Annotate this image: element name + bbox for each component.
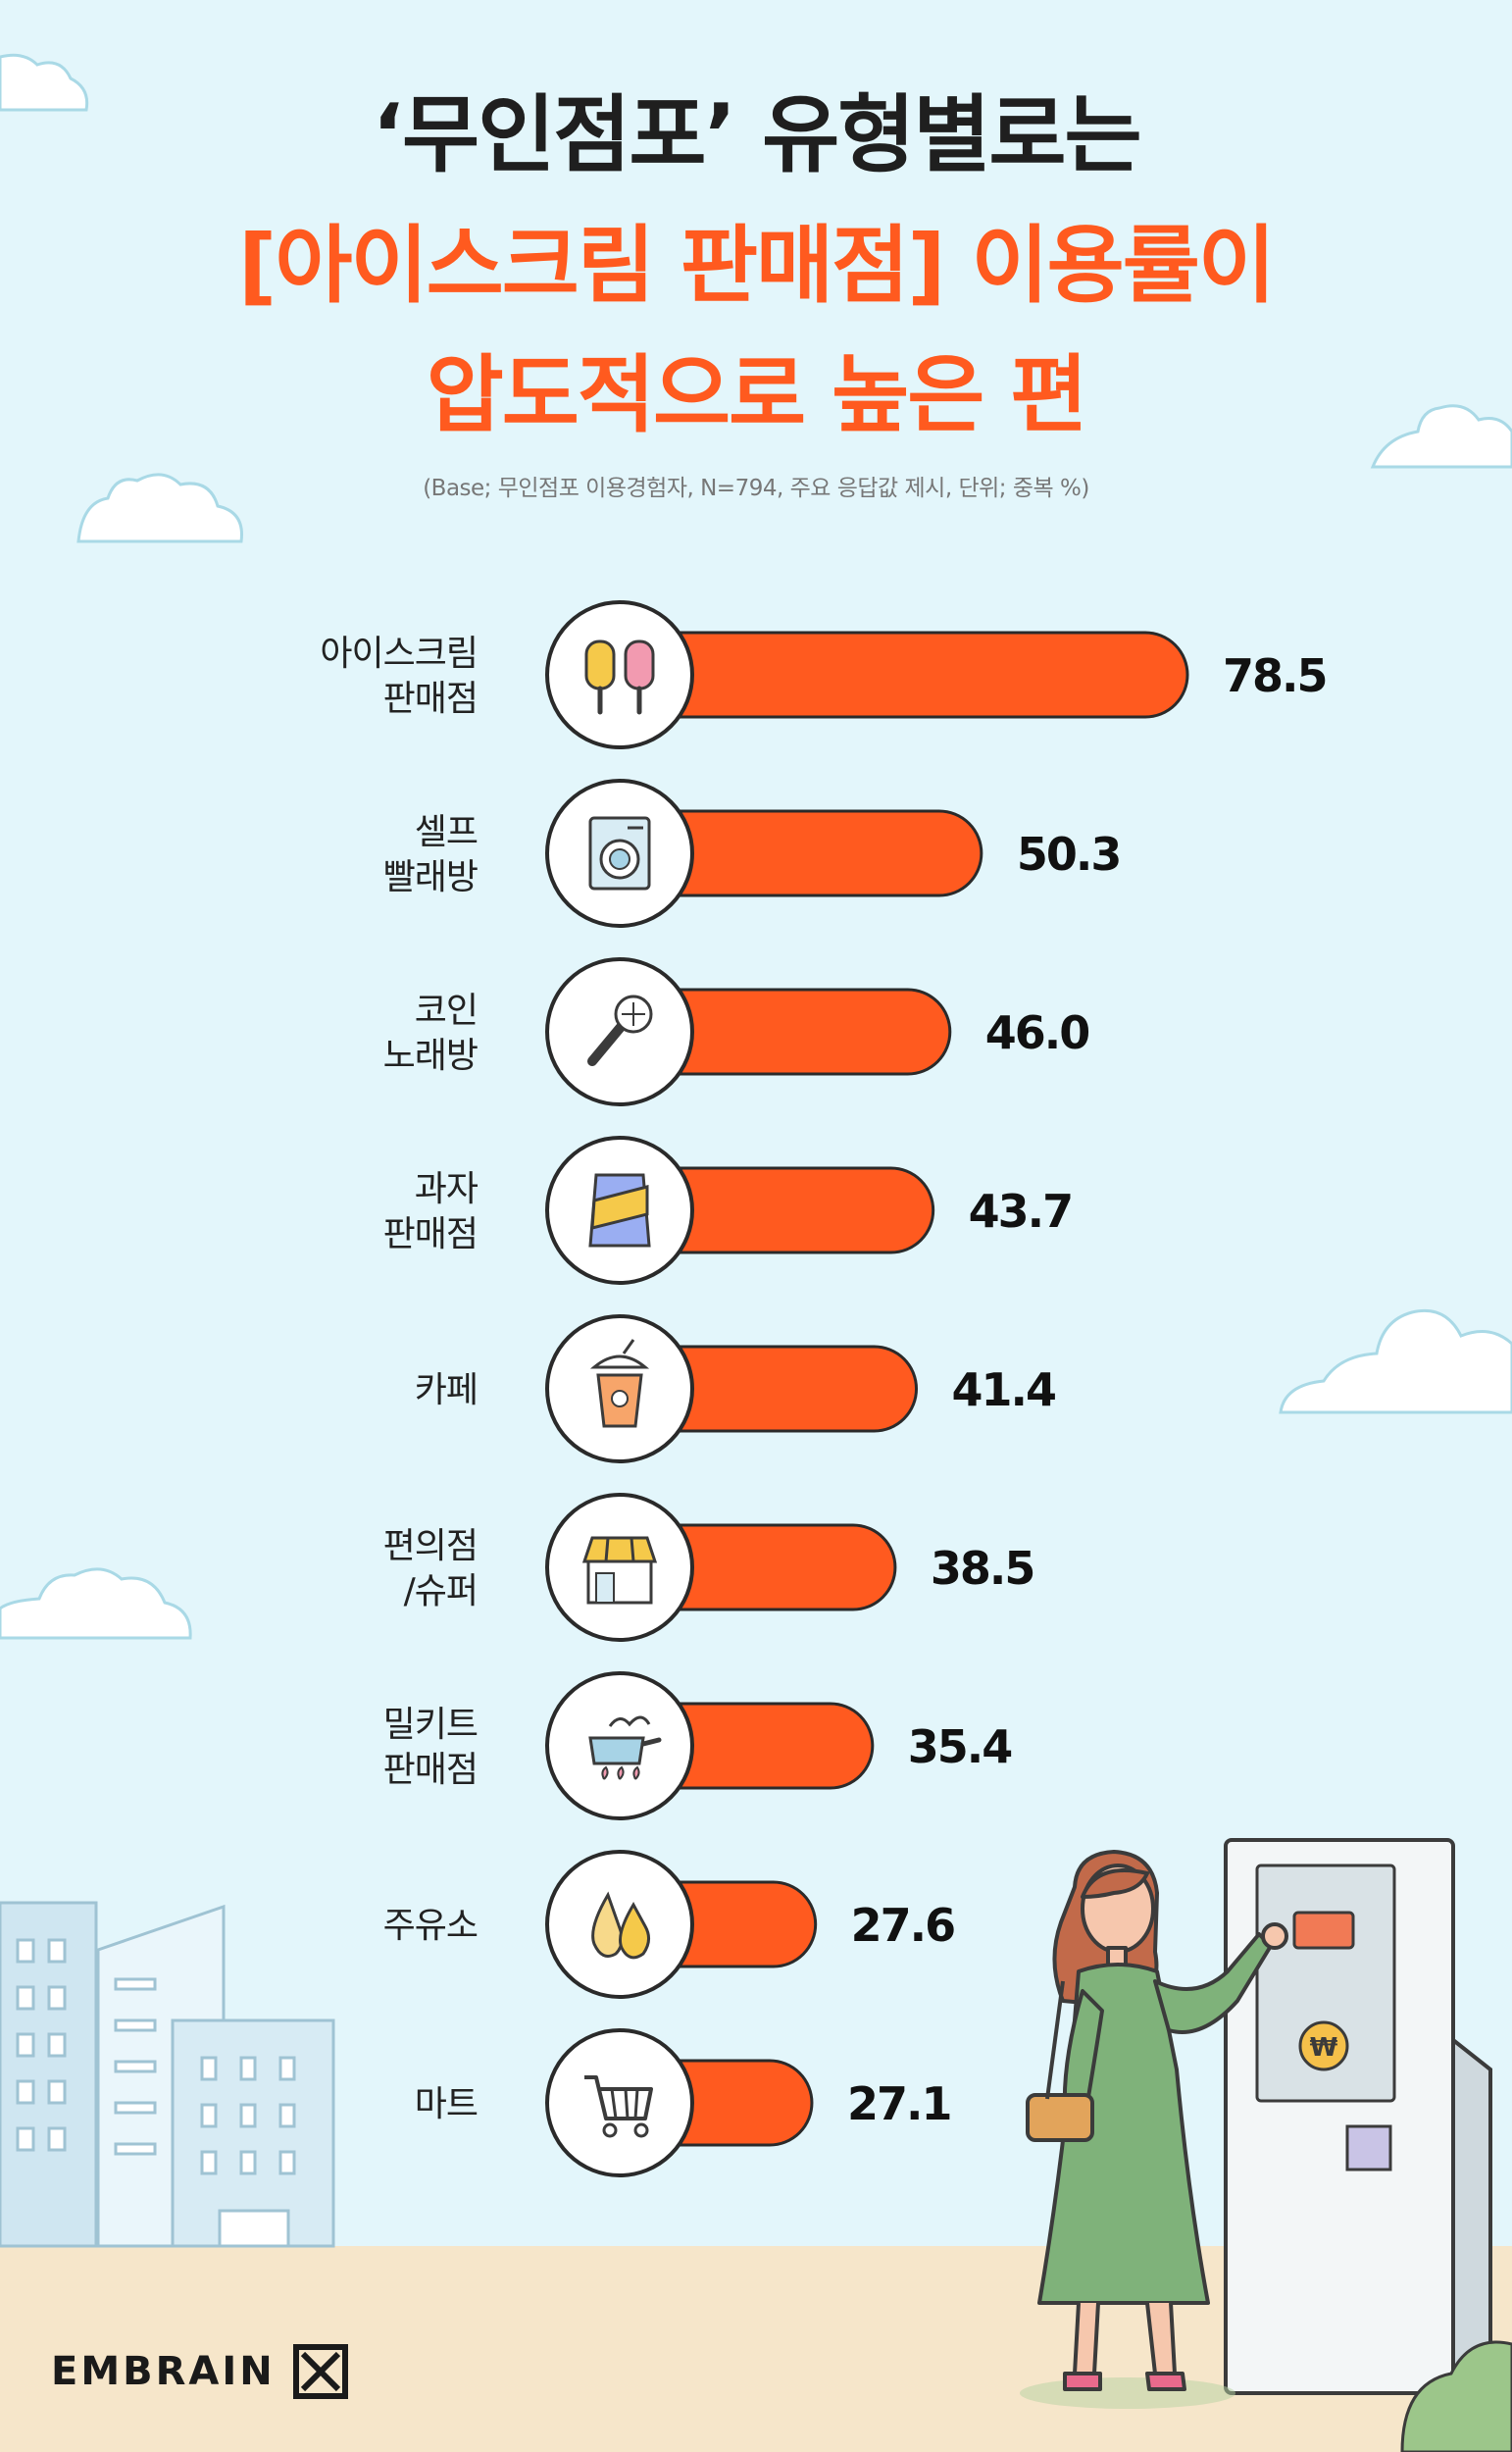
storefront-icon [581, 1536, 658, 1605]
brand-logo: EMBRAIN [51, 2344, 348, 2399]
category-label: 과자 [415, 1169, 479, 1209]
category-icon-badge [545, 1850, 694, 1999]
subtitle: (Base; 무인점포 이용경험자, N=794, 주요 응답값 제시, 단위;… [423, 476, 1089, 501]
cloud-icon [1370, 404, 1512, 469]
title-line-1: ‘무인점포’ 유형별로는 [372, 86, 1141, 184]
category-label: 셀프 [415, 812, 478, 852]
microphone-icon [587, 995, 653, 1066]
category-label: 노래방 [383, 1036, 478, 1076]
category-label: 주유소 [383, 1906, 478, 1946]
bush-illustration [1400, 2340, 1512, 2452]
value-label: 78.5 [1223, 649, 1327, 702]
snack-bag-icon [588, 1173, 651, 1248]
category-label: 카페 [415, 1370, 478, 1410]
value-label: 41.4 [952, 1363, 1055, 1416]
category-label: 밀키트 [383, 1705, 478, 1745]
value-label: 27.6 [851, 1899, 955, 1952]
value-label: 35.4 [908, 1720, 1011, 1773]
category-icon-badge [545, 1493, 694, 1642]
category-label: 마트 [415, 2084, 478, 2124]
category-label: 빨래방 [383, 857, 478, 897]
category-icon-badge [545, 1136, 694, 1285]
title-line-3: 압도적으로 높은 편 [426, 346, 1088, 444]
popsicle-icon [584, 639, 655, 715]
chart-row: 마트 27.1 [415, 2028, 952, 2177]
category-label: 판매점 [383, 1750, 478, 1790]
shopping-cart-icon [584, 2075, 653, 2138]
woman-illustration [1020, 1850, 1288, 2409]
chart-row: 카페 41.4 [415, 1314, 1057, 1463]
category-label: 판매점 [383, 1214, 478, 1254]
category-icon-badge [545, 2028, 694, 2177]
category-label: 판매점 [383, 679, 478, 719]
category-icon-badge [545, 1314, 694, 1463]
cloud-icon [0, 1567, 192, 1640]
value-label: 43.7 [969, 1185, 1072, 1238]
category-icon-badge [545, 1671, 694, 1820]
category-icon-badge [545, 600, 694, 749]
chart-row: 주유소 27.6 [383, 1850, 956, 1999]
cloud-icon [1279, 1308, 1512, 1414]
cloud-icon [76, 473, 243, 543]
svg-text:₩: ₩ [1310, 2033, 1338, 2063]
value-label: 38.5 [931, 1542, 1034, 1595]
buildings-illustration [0, 1901, 335, 2248]
bar [612, 631, 1189, 719]
brand-mark-icon [292, 2344, 348, 2399]
cloud-icon [0, 53, 89, 112]
fuel-drops-icon [591, 1891, 650, 1960]
category-label: 코인 [415, 991, 478, 1031]
category-icon-badge [545, 957, 694, 1106]
value-label: 46.0 [985, 1006, 1088, 1059]
washing-machine-icon [588, 816, 651, 891]
chart-row: 편의점/슈퍼 38.5 [383, 1493, 1035, 1642]
title-line-2: [아이스크림 판매점] 이용률이 [238, 217, 1276, 315]
value-label: 27.1 [847, 2077, 951, 2130]
category-label: 편의점 [383, 1526, 478, 1566]
category-icon-badge [545, 779, 694, 928]
category-label: /슈퍼 [404, 1571, 478, 1611]
category-label: 아이스크림 [320, 634, 478, 674]
drink-cup-icon [589, 1339, 650, 1428]
cooking-pot-icon [588, 1715, 662, 1780]
kiosk-illustration: ₩ [1224, 1838, 1492, 2397]
value-label: 50.3 [1017, 828, 1121, 881]
brand-name: EMBRAIN [51, 2349, 276, 2394]
